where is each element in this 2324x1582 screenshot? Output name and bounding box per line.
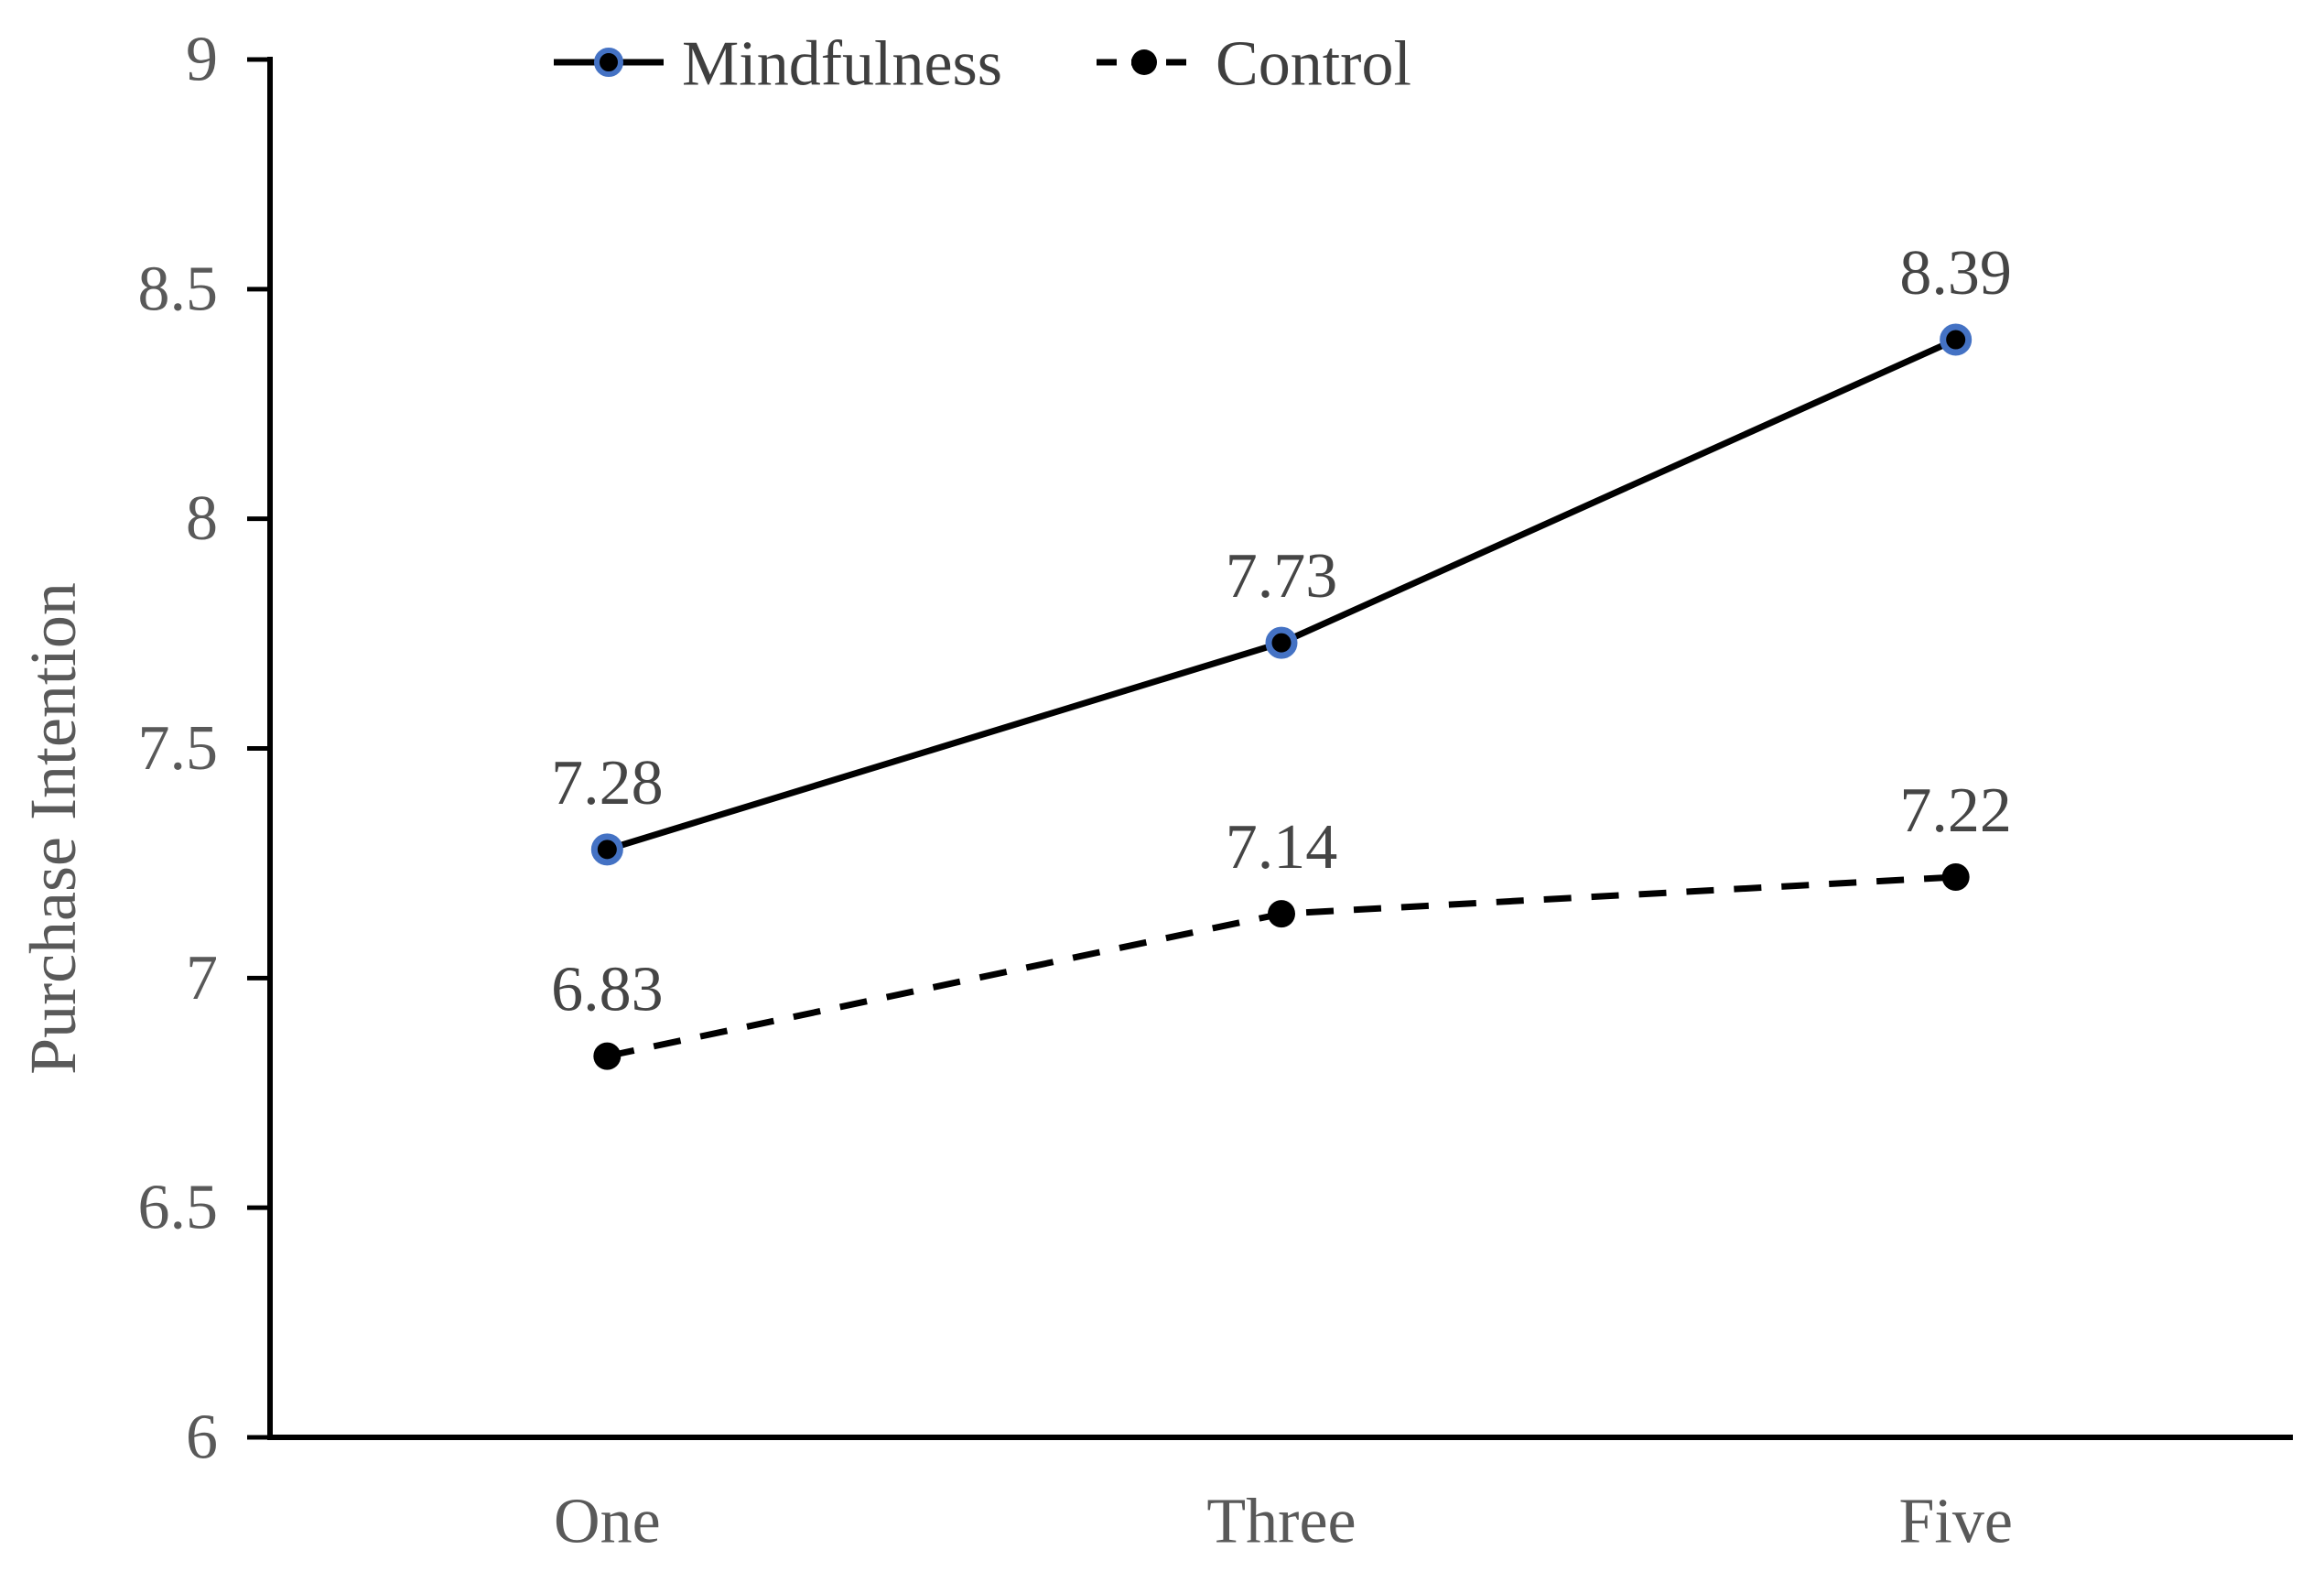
data-point-mindfulness — [1940, 323, 1973, 356]
y-axis-title: Purchase Intention — [16, 582, 90, 1075]
data-label-mindfulness: 7.73 — [1226, 541, 1338, 612]
data-point-mindfulness — [1265, 626, 1298, 659]
data-point-control — [1941, 862, 1970, 891]
data-label-mindfulness: 7.28 — [551, 748, 664, 818]
x-category-label: Five — [1898, 1487, 2012, 1557]
data-label-mindfulness: 8.39 — [1899, 238, 2012, 309]
legend-label-control: Control — [1216, 29, 1411, 100]
legend-label-mindfulness: Mindfulness — [682, 29, 1002, 100]
y-tick-label: 8 — [186, 483, 218, 554]
data-point-control — [593, 1042, 622, 1070]
x-category-label: Three — [1206, 1487, 1356, 1557]
y-tick-label: 6 — [186, 1403, 218, 1473]
y-tick-label: 8.5 — [138, 254, 219, 324]
data-label-control: 6.83 — [551, 955, 664, 1025]
data-label-control: 7.22 — [1899, 775, 2012, 846]
legend-marker-control — [1131, 49, 1157, 75]
x-category-label: One — [554, 1487, 661, 1557]
y-tick-label: 7 — [186, 943, 218, 1013]
data-point-control — [1268, 900, 1295, 928]
data-label-control: 7.14 — [1226, 812, 1338, 883]
y-tick-label: 7.5 — [138, 713, 219, 784]
y-tick-label: 6.5 — [138, 1173, 219, 1243]
y-tick-label: 9 — [186, 25, 218, 95]
data-point-mindfulness — [590, 833, 623, 866]
legend-marker-mindfulness — [594, 48, 623, 77]
